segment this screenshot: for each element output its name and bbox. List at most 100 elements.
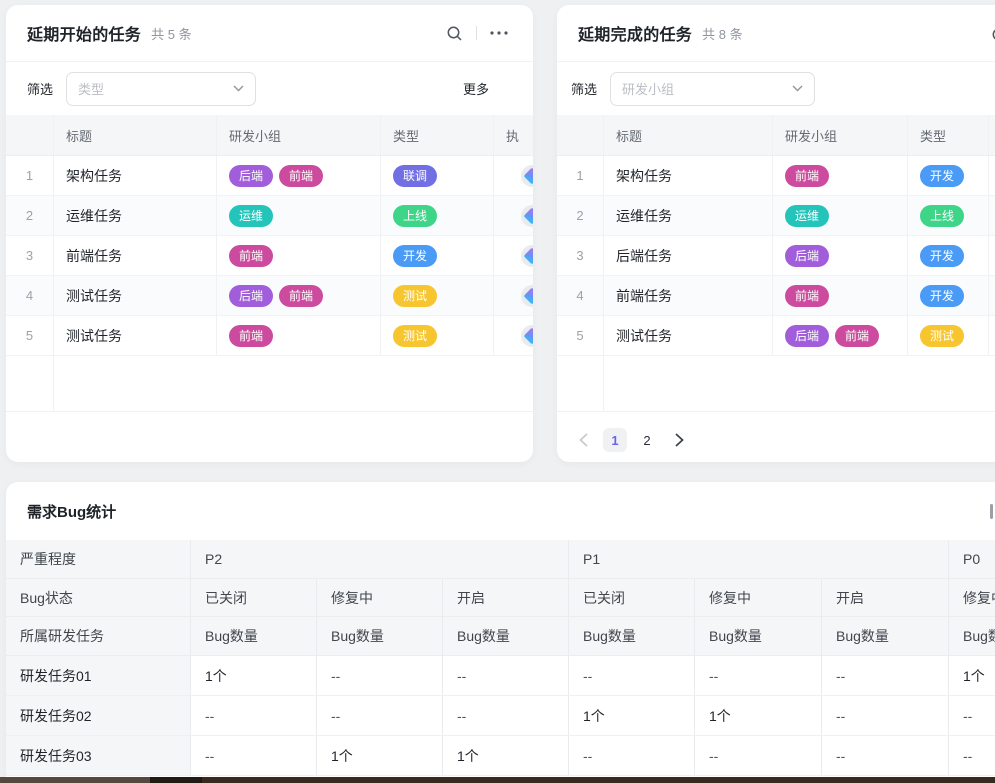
- executor-avatar[interactable]: [521, 324, 533, 347]
- search-icon[interactable]: [444, 23, 464, 43]
- bug-count: 1个: [694, 696, 821, 735]
- severity-header-row: 严重程度 P2 P1 P0: [6, 540, 995, 579]
- gem-icon: [523, 247, 533, 264]
- table-row[interactable]: 5 测试任务 后端 前端 测试: [557, 316, 995, 356]
- bug-count: --: [694, 736, 821, 775]
- bug-data-row[interactable]: 研发任务02 -- -- -- 1个 1个 -- --: [6, 696, 995, 736]
- panel-title: 延期完成的任务: [578, 27, 693, 44]
- type-tag-cell: 开发: [380, 236, 493, 275]
- gem-icon: [523, 207, 533, 224]
- group-tag: 前端: [785, 284, 830, 307]
- row-number-header: [6, 115, 53, 155]
- bug-count: --: [442, 656, 568, 695]
- group-tag: 后端: [229, 284, 274, 307]
- row-number: 4: [25, 288, 34, 303]
- col-extra-partial: [988, 115, 995, 155]
- status-closed: 已关闭: [190, 579, 316, 616]
- task-title: 前端任务: [53, 236, 216, 275]
- group-filter-select[interactable]: 研发小组: [610, 71, 816, 106]
- type-filter-select[interactable]: 类型: [66, 71, 257, 106]
- scrollbar-thumb[interactable]: [0, 777, 150, 783]
- table-row[interactable]: 4 测试任务 后端 前端 测试: [6, 276, 533, 316]
- search-icon[interactable]: [989, 25, 995, 45]
- executor-avatar[interactable]: [521, 204, 533, 227]
- page-button-2[interactable]: 2: [643, 432, 651, 448]
- filter-row: 筛选 研发小组: [557, 62, 995, 115]
- task-name: 研发任务03: [6, 736, 190, 775]
- table-row[interactable]: 3 后端任务 后端 开发: [557, 236, 995, 276]
- bug-data-row[interactable]: 研发任务01 1个 -- -- -- -- -- 1个: [6, 656, 995, 696]
- empty-table-area: [557, 356, 995, 412]
- record-count: 共 5 条: [151, 26, 192, 42]
- bug-count: --: [821, 656, 948, 695]
- table-row[interactable]: 1 架构任务 前端 开发: [557, 156, 995, 196]
- status-row-label: Bug状态: [20, 589, 73, 606]
- type-tag-cell: 开发: [907, 156, 988, 195]
- more-ellipsis-icon[interactable]: [489, 23, 509, 43]
- group-tag: 前端: [229, 244, 274, 267]
- panel-header: 延期完成的任务 共 8 条: [557, 5, 995, 62]
- next-page-icon[interactable]: [667, 428, 691, 452]
- group-tags-cell: 后端: [772, 236, 907, 275]
- filter-label: 筛选: [571, 82, 598, 97]
- bug-count: 1个: [568, 696, 694, 735]
- extra-cell: [988, 236, 995, 275]
- executor-avatar[interactable]: [521, 284, 533, 307]
- gem-icon: [523, 327, 533, 344]
- select-placeholder: 类型: [78, 82, 105, 97]
- icon-partial[interactable]: [990, 504, 993, 519]
- filter-row: 筛选 类型 更多: [6, 62, 533, 115]
- type-tag-cell: 测试: [907, 316, 988, 355]
- group-tag: 前端: [279, 164, 324, 187]
- col-title: 标题: [603, 115, 772, 155]
- bug-count: --: [568, 736, 694, 775]
- table-row[interactable]: 2 运维任务 运维 上线: [557, 196, 995, 236]
- type-tag-cell: 上线: [907, 196, 988, 235]
- task-title: 运维任务: [53, 196, 216, 235]
- task-title: 架构任务: [53, 156, 216, 195]
- chevron-down-icon: [233, 85, 244, 92]
- table-row[interactable]: 5 测试任务 前端 测试: [6, 316, 533, 356]
- empty-table-area: [6, 356, 533, 412]
- table-row[interactable]: 1 架构任务 后端 前端 联调: [6, 156, 533, 196]
- horizontal-scrollbar[interactable]: [0, 777, 995, 783]
- page-button-1[interactable]: 1: [603, 428, 627, 452]
- bug-count: 1个: [948, 656, 995, 695]
- table-row[interactable]: 4 前端任务 前端 开发: [557, 276, 995, 316]
- type-tag-cell: 测试: [380, 276, 493, 315]
- group-tags-cell: 后端 前端: [772, 316, 907, 355]
- row-number: 4: [576, 288, 584, 303]
- group-tag: 前端: [229, 324, 274, 347]
- row-number: 1: [576, 168, 584, 183]
- more-filters-link[interactable]: 更多: [462, 82, 489, 97]
- group-tag: 前端: [785, 164, 830, 187]
- chevron-down-icon: [792, 85, 803, 92]
- type-tag-cell: 联调: [380, 156, 493, 195]
- group-tag: 前端: [279, 284, 324, 307]
- task-title: 架构任务: [603, 156, 772, 195]
- row-number: 3: [576, 248, 584, 263]
- bug-count: --: [316, 656, 442, 695]
- bug-count: --: [316, 696, 442, 735]
- col-group: 研发小组: [772, 115, 907, 155]
- severity-p1: P1: [568, 540, 948, 578]
- panel-header: 需求Bug统计: [6, 482, 995, 540]
- bug-count: --: [694, 656, 821, 695]
- row-number-header: [557, 115, 603, 155]
- type-tag-cell: 开发: [907, 236, 988, 275]
- prev-page-icon[interactable]: [571, 428, 595, 452]
- executor-avatar[interactable]: [521, 164, 533, 187]
- type-tag: 测试: [920, 324, 965, 347]
- executor-avatar[interactable]: [521, 244, 533, 267]
- col-type: 类型: [380, 115, 493, 155]
- executor-cell: [493, 236, 533, 275]
- type-tag: 上线: [393, 204, 438, 227]
- bug-data-row[interactable]: 研发任务03 -- 1个 1个 -- -- -- --: [6, 736, 995, 776]
- executor-cell: [493, 196, 533, 235]
- panel-delayed-start-tasks: 延期开始的任务 共 5 条 筛选 类型: [6, 5, 533, 462]
- table-row[interactable]: 2 运维任务 运维 上线: [6, 196, 533, 236]
- table-row[interactable]: 3 前端任务 前端 开发: [6, 236, 533, 276]
- table-header: 标题 研发小组 类型: [557, 115, 995, 156]
- task-title: 运维任务: [603, 196, 772, 235]
- scrollbar-track-dark: [150, 777, 202, 783]
